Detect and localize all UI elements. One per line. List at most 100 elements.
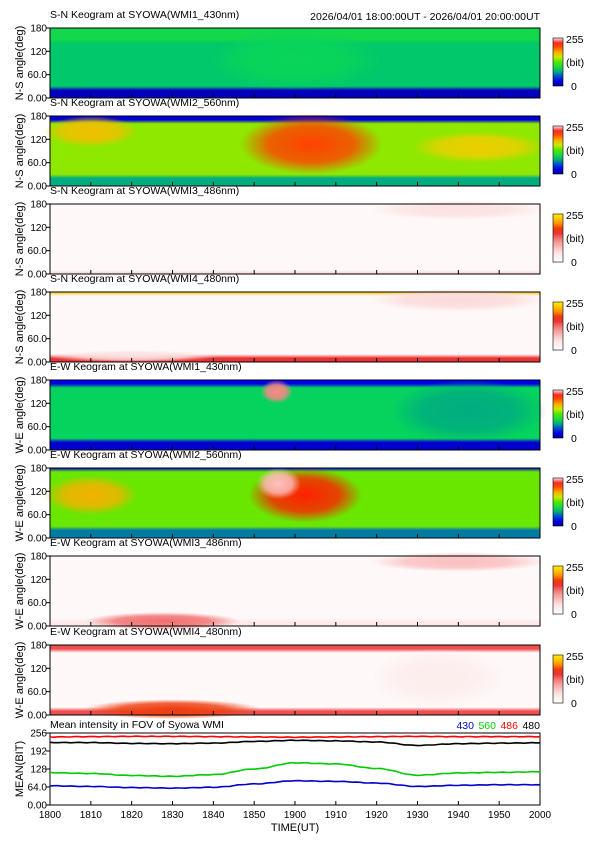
keogram-feature bbox=[256, 467, 301, 500]
x-axis-label: TIME(UT) bbox=[271, 822, 319, 834]
colorbar-min-label: 0 bbox=[571, 698, 577, 710]
keogram-panel-5: E-W Keogram at SYOWA(WMI1_430nm) W-E angl… bbox=[14, 361, 584, 457]
y-tick-label: 256 bbox=[30, 729, 47, 740]
y-axis-label: N-S angle(deg) bbox=[14, 26, 26, 101]
y-tick-label: 0.00 bbox=[28, 801, 48, 812]
colorbar bbox=[552, 37, 564, 87]
colorbar-min-label: 0 bbox=[571, 169, 577, 181]
colorbar-unit-label: (bit) bbox=[566, 674, 584, 686]
y-tick-label: 180 bbox=[30, 552, 47, 563]
colorbar-min-label: 0 bbox=[571, 345, 577, 357]
panel-title: S-N Keogram at SYOWA(WMI2_560nm) bbox=[50, 97, 239, 109]
colorbar-max-label: 255 bbox=[566, 562, 584, 574]
panel-title: E-W Keogram at SYOWA(WMI4_480nm) bbox=[50, 626, 242, 638]
keogram-feature bbox=[370, 200, 546, 220]
y-tick-label: 180 bbox=[30, 200, 47, 211]
x-tick-label: 1800 bbox=[39, 810, 62, 821]
panel-title: S-N Keogram at SYOWA(WMI3_486nm) bbox=[50, 185, 239, 197]
y-tick-label: 180 bbox=[30, 288, 47, 299]
colorbar-unit-label: (bit) bbox=[566, 57, 584, 69]
keogram-feature bbox=[240, 113, 383, 175]
y-tick-label: 0.00 bbox=[28, 358, 48, 369]
y-tick-label: 120 bbox=[30, 664, 47, 675]
plot-frame bbox=[49, 732, 541, 806]
keogram-feature bbox=[44, 475, 138, 515]
y-tick-label: 120 bbox=[30, 399, 47, 410]
keogram-feature bbox=[207, 27, 383, 91]
y-tick-label: 0.00 bbox=[28, 446, 48, 457]
y-axis-label: W-E angle(deg) bbox=[14, 642, 26, 719]
keogram-feature bbox=[391, 379, 546, 443]
y-tick-label: 60.0 bbox=[28, 687, 48, 698]
colorbar bbox=[552, 389, 564, 439]
panel-title: E-W Keogram at SYOWA(WMI3_486nm) bbox=[50, 537, 242, 549]
y-tick-label: 0.00 bbox=[28, 711, 48, 722]
x-tick-label: 1920 bbox=[366, 810, 389, 821]
colorbar-unit-label: (bit) bbox=[566, 321, 584, 333]
legend-486: 486 bbox=[500, 720, 518, 732]
y-tick-label: 60.0 bbox=[28, 158, 48, 169]
panel-title: E-W Keogram at SYOWA(WMI2_560nm) bbox=[50, 449, 242, 461]
y-tick-label: 60.0 bbox=[28, 334, 48, 345]
y-tick-label: 0.00 bbox=[28, 270, 48, 281]
chart-title: Mean intensity in FOV of Syowa WMI bbox=[50, 719, 224, 731]
x-tick-label: 1950 bbox=[488, 810, 511, 821]
mean-intensity-chart: Mean intensity in FOV of Syowa WMI 480 486… bbox=[14, 719, 552, 834]
colorbar-max-label: 255 bbox=[566, 122, 584, 134]
y-tick-label: 192 bbox=[30, 747, 47, 758]
y-tick-label: 120 bbox=[30, 135, 47, 146]
y-tick-label: 120 bbox=[30, 311, 47, 322]
colorbar-min-label: 0 bbox=[571, 521, 577, 533]
keogram-panel-2: S-N Keogram at SYOWA(WMI2_560nm) N-S angl… bbox=[14, 97, 584, 193]
y-tick-label: 180 bbox=[30, 464, 47, 475]
colorbar-min-label: 0 bbox=[571, 81, 577, 93]
y-axis-label: W-E angle(deg) bbox=[14, 553, 26, 630]
colorbar-unit-label: (bit) bbox=[566, 585, 584, 597]
legend-430: 430 bbox=[456, 720, 474, 732]
y-axis-label: MEAN(BIT) bbox=[14, 741, 26, 797]
y-tick-label: 0.00 bbox=[28, 534, 48, 545]
keogram-feature bbox=[44, 115, 138, 148]
series-line-560 bbox=[49, 761, 540, 778]
x-tick-label: 1940 bbox=[447, 810, 470, 821]
keogram-feature bbox=[260, 379, 293, 404]
y-tick-label: 0.00 bbox=[28, 182, 48, 193]
x-tick-label: 2000 bbox=[529, 810, 552, 821]
colorbar-min-label: 0 bbox=[571, 257, 577, 269]
x-tick-label: 1840 bbox=[202, 810, 225, 821]
keogram-panel-6: E-W Keogram at SYOWA(WMI2_560nm) W-E angl… bbox=[14, 449, 584, 545]
colorbar-unit-label: (bit) bbox=[566, 233, 584, 245]
colorbar-max-label: 255 bbox=[566, 474, 584, 486]
x-tick-label: 1850 bbox=[243, 810, 266, 821]
y-tick-label: 64.0 bbox=[28, 783, 48, 794]
keogram-panel-4: S-N Keogram at SYOWA(WMI4_480nm) N-S angl… bbox=[14, 273, 584, 369]
y-axis-label: N-S angle(deg) bbox=[14, 290, 26, 365]
colorbar-unit-label: (bit) bbox=[566, 145, 584, 157]
y-tick-label: 120 bbox=[30, 47, 47, 58]
series-line-486 bbox=[49, 735, 541, 739]
colorbar-min-label: 0 bbox=[571, 609, 577, 621]
keogram-feature bbox=[84, 699, 261, 720]
keogram-feature bbox=[370, 552, 546, 572]
y-tick-label: 0.00 bbox=[28, 94, 48, 105]
y-tick-label: 60.0 bbox=[28, 246, 48, 257]
keogram-panel-7: E-W Keogram at SYOWA(WMI3_486nm) W-E angl… bbox=[14, 537, 584, 633]
y-axis-label: W-E angle(deg) bbox=[14, 377, 26, 454]
y-tick-label: 180 bbox=[30, 376, 47, 387]
legend-480: 480 bbox=[522, 720, 540, 732]
colorbar-max-label: 255 bbox=[566, 651, 584, 663]
keogram-feature bbox=[370, 288, 546, 312]
panel-title: S-N Keogram at SYOWA(WMI4_480nm) bbox=[50, 273, 239, 285]
keogram-feature bbox=[44, 350, 220, 363]
y-tick-label: 180 bbox=[30, 24, 47, 35]
keogram-panel-1: S-N Keogram at SYOWA(WMI1_430nm) N-S angl… bbox=[14, 9, 584, 105]
x-tick-label: 1930 bbox=[406, 810, 429, 821]
colorbar bbox=[552, 565, 564, 615]
y-tick-label: 120 bbox=[30, 487, 47, 498]
x-tick-label: 1910 bbox=[325, 810, 348, 821]
y-tick-label: 60.0 bbox=[28, 70, 48, 81]
colorbar bbox=[552, 213, 564, 263]
keogram-panel-8: E-W Keogram at SYOWA(WMI4_480nm) W-E angl… bbox=[14, 626, 584, 722]
y-tick-label: 0.00 bbox=[28, 622, 48, 633]
colorbar bbox=[552, 654, 564, 704]
